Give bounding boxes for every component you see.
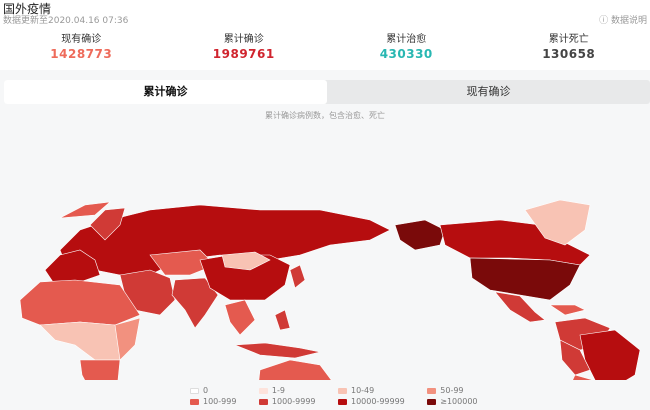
legend-label: 1-9 <box>271 386 285 395</box>
region-scandinavia[interactable] <box>89 207 126 241</box>
legend-item[interactable]: 10000-99999 <box>337 397 417 406</box>
region-caribbean[interactable] <box>549 304 586 316</box>
stat-label: 累计确诊 <box>223 34 264 45</box>
region-argentina-chile[interactable] <box>565 374 600 380</box>
update-time: 数据更新至2020.04.16 07:36 <box>3 16 129 26</box>
legend-label: ≥100000 <box>440 397 478 406</box>
region-africa-east[interactable] <box>114 317 141 361</box>
legend-swatch <box>190 387 199 394</box>
legend-label: 100-999 <box>203 397 237 406</box>
stat-label: 累计治愈 <box>386 34 427 45</box>
stat-current-confirmed: 现有确诊 1428773 <box>0 30 163 61</box>
region-greenland[interactable] <box>524 199 591 246</box>
legend-item[interactable]: 1-9 <box>258 386 328 395</box>
stat-deaths: 累计死亡 130658 <box>488 30 650 61</box>
legend-item[interactable]: 10-49 <box>337 386 417 395</box>
region-southeast-asia[interactable] <box>224 299 256 336</box>
map-note: 累计确诊病例数，包含治愈、死亡 <box>265 111 385 120</box>
legend-swatch <box>427 398 437 405</box>
stat-value: 130658 <box>542 47 596 61</box>
region-philippines[interactable] <box>274 309 291 331</box>
stat-label: 累计死亡 <box>548 34 589 45</box>
legend-swatch <box>337 398 347 405</box>
legend-swatch <box>258 387 268 394</box>
legend-swatch <box>427 387 437 394</box>
stat-value: 430330 <box>379 47 433 61</box>
region-mongolia[interactable] <box>221 251 271 271</box>
data-help-link[interactable]: ⓘ 数据说明 <box>599 13 647 26</box>
region-australia[interactable] <box>258 359 335 380</box>
legend-item[interactable]: 0 <box>190 386 249 395</box>
region-peru-bolivia[interactable] <box>559 339 591 376</box>
map-panel: 累计确诊 现有确诊 累计确诊病例数，包含治愈、死亡 0 1-9 10-49 50… <box>0 70 650 410</box>
help-label: 数据说明 <box>610 16 647 26</box>
tab-current-confirmed[interactable]: 现有确诊 <box>466 85 511 98</box>
legend-label: 0 <box>203 386 209 395</box>
legend-item[interactable]: 50-99 <box>427 386 490 395</box>
region-africa-north[interactable] <box>19 279 141 326</box>
legend-item[interactable]: ≥100000 <box>427 397 490 406</box>
legend-swatch <box>190 398 199 405</box>
region-alaska[interactable] <box>394 219 446 251</box>
region-mexico[interactable] <box>494 291 546 323</box>
region-usa[interactable] <box>469 257 581 301</box>
stats-bar: 现有确诊 1428773 累计确诊 1989761 累计治愈 430330 累计死亡 1… <box>0 30 650 61</box>
stat-value: 1428773 <box>50 47 113 61</box>
legend-swatch <box>258 398 268 405</box>
region-central-asia[interactable] <box>149 249 216 276</box>
page-title: 国外疫情 <box>3 2 52 16</box>
legend-item[interactable]: 100-999 <box>190 397 249 406</box>
stat-value: 1989761 <box>212 47 275 61</box>
map-legend: 0 1-9 10-49 50-99 100-999 1000-9999 1000… <box>190 386 490 406</box>
region-indonesia[interactable] <box>234 342 321 359</box>
tab-bar: 累计确诊 现有确诊 <box>4 80 650 104</box>
stat-label: 现有确诊 <box>61 34 102 45</box>
region-japan-korea[interactable] <box>289 264 306 289</box>
legend-label: 50-99 <box>440 386 464 395</box>
region-brazil[interactable] <box>579 329 641 380</box>
legend-label: 1000-9999 <box>271 397 316 406</box>
legend-item[interactable]: 1000-9999 <box>258 397 328 406</box>
region-africa-south[interactable] <box>79 359 121 380</box>
stat-total-confirmed: 累计确诊 1989761 <box>163 30 326 61</box>
stat-recovered: 累计治愈 430330 <box>325 30 488 61</box>
legend-label: 10-49 <box>350 386 375 395</box>
world-map[interactable] <box>0 130 650 380</box>
tab-total-confirmed[interactable]: 累计确诊 <box>4 80 327 104</box>
legend-label: 10000-99999 <box>350 397 405 406</box>
region-arctic-islands[interactable] <box>59 201 111 219</box>
legend-swatch <box>337 387 347 394</box>
question-circle-icon: ⓘ <box>599 16 609 26</box>
